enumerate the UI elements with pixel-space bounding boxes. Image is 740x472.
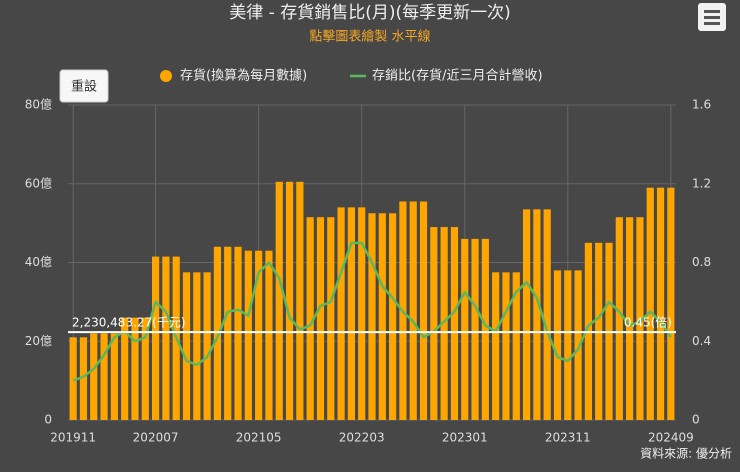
bar — [90, 333, 98, 420]
y2-tick-label: 0.4 — [692, 334, 711, 348]
chart-subtitle: 點擊圖表繪製 水平線 — [309, 29, 430, 45]
y-tick-label: 40億 — [25, 255, 52, 269]
legend-label: 存銷比(存貨/近三月合計營收) — [372, 68, 543, 84]
x-tick-label: 202409 — [648, 431, 694, 445]
y2-tick-label: 1.2 — [692, 176, 711, 190]
y2-tick-label: 0.8 — [692, 255, 711, 269]
reset-label[interactable]: 重設 — [71, 79, 97, 95]
reset-bg[interactable] — [59, 69, 109, 103]
bar — [182, 272, 191, 420]
bar — [553, 270, 562, 420]
bar — [419, 201, 428, 420]
bar — [69, 337, 77, 420]
bar — [151, 256, 160, 420]
bar — [141, 317, 149, 420]
bar — [543, 209, 551, 420]
bar — [358, 207, 366, 420]
bar — [378, 213, 386, 420]
y-tick-label: 80億 — [25, 98, 52, 112]
bar — [533, 209, 541, 420]
bar — [574, 270, 582, 420]
bar — [285, 181, 294, 420]
bar — [121, 317, 129, 420]
bar — [265, 250, 273, 420]
bar — [347, 207, 355, 420]
bar — [450, 227, 459, 420]
bar — [626, 217, 634, 420]
bar — [461, 238, 469, 420]
bar — [389, 213, 397, 420]
x-tick-label: 201911 — [50, 431, 96, 445]
bar — [667, 187, 675, 420]
bar — [481, 238, 489, 420]
bar — [430, 227, 438, 420]
bar — [522, 209, 531, 420]
y2-tick-label: 1.6 — [692, 98, 711, 112]
menu-button[interactable] — [698, 3, 726, 31]
bar — [615, 217, 623, 420]
menu-bar — [704, 22, 720, 25]
bar — [337, 207, 345, 420]
bar — [502, 272, 510, 420]
y-tick-label: 0 — [44, 413, 52, 427]
x-tick-label: 202203 — [339, 431, 385, 445]
y-tick-label: 20億 — [25, 334, 52, 348]
bar — [492, 272, 500, 420]
bar — [255, 250, 263, 420]
x-tick-label: 202311 — [545, 431, 591, 445]
bar — [110, 333, 118, 420]
bar — [564, 270, 572, 420]
bar — [162, 256, 170, 420]
y-tick-label: 60億 — [25, 176, 52, 190]
bar — [234, 246, 242, 420]
x-tick-label: 202007 — [133, 431, 179, 445]
bar — [636, 217, 644, 420]
legend-marker — [160, 70, 172, 82]
bar — [193, 272, 201, 420]
bar — [327, 217, 335, 420]
bar — [656, 187, 665, 420]
menu-bar — [704, 16, 720, 19]
annotation-label: 0.45(倍) — [624, 315, 672, 330]
bar — [131, 317, 139, 420]
bar — [244, 250, 252, 420]
bar — [512, 272, 520, 420]
bar — [316, 217, 325, 420]
bar — [409, 201, 417, 420]
bar — [79, 337, 88, 420]
source: 資料來源: 優分析 — [640, 447, 732, 461]
bar — [646, 187, 654, 420]
x-tick-label: 202301 — [442, 431, 488, 445]
menu-bar — [704, 10, 720, 13]
y2-tick-label: 0 — [692, 413, 700, 427]
bar — [296, 181, 304, 420]
reset-button[interactable]: 重設 — [59, 69, 109, 103]
bar — [224, 246, 232, 420]
bar — [440, 227, 448, 420]
bar — [471, 238, 479, 420]
bar — [306, 217, 314, 420]
x-tick-label: 202105 — [236, 431, 282, 445]
bar — [213, 246, 222, 420]
bar — [100, 333, 108, 420]
annotation-label: 2,230,483.27(千元) — [72, 316, 186, 330]
line — [72, 241, 672, 382]
bar — [368, 213, 376, 420]
bar — [203, 272, 211, 420]
chart-title: 美律 - 存貨銷售比(月)(每季更新一次) — [229, 3, 510, 23]
bar — [275, 181, 283, 420]
legend-label: 存貨(換算為每月數據) — [180, 68, 307, 84]
